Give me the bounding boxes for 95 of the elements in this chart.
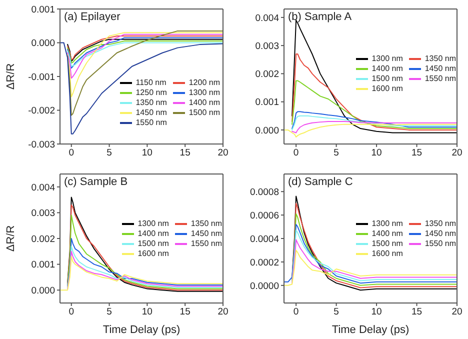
legend-label: 1300 nm (138, 218, 169, 228)
y-tick-label: 0.000 (255, 125, 279, 136)
y-tick-label: 0.001 (31, 259, 55, 270)
x-tick-label: 10 (371, 306, 382, 318)
legend-label: 1350 nm (424, 54, 456, 64)
x-tick-label: 0 (293, 148, 299, 159)
line-series (292, 229, 457, 282)
chart-title: (b) Sample A (288, 11, 352, 23)
y-tick-label: -0.002 (28, 106, 55, 117)
x-tick-label: 5 (106, 306, 112, 318)
x-tick-label: 20 (218, 148, 228, 159)
line-series (67, 34, 223, 79)
legend-label: 1400 nm (188, 98, 220, 108)
y-tick-label: 0.003 (31, 208, 55, 219)
line-series (67, 238, 223, 286)
chart-title: (a) Epilayer (64, 11, 120, 23)
y-tick-label: 0.001 (31, 4, 55, 16)
x-axis-title: Time Delay (ps) (102, 324, 180, 336)
line-series (292, 111, 457, 130)
x-tick-label: 20 (218, 306, 228, 318)
legend-label: 1550 nm (424, 238, 456, 248)
y-tick-label: 0.003 (255, 40, 279, 52)
x-axis-title: Time Delay (ps) (332, 324, 410, 336)
y-axis-title: ΔR/R (4, 63, 17, 90)
legend-label: 1600 nm (372, 84, 403, 94)
legend-label: 1500 nm (372, 74, 403, 84)
y-tick-label: 0.002 (31, 233, 55, 244)
y-tick-label: 0.000 (31, 284, 55, 296)
y-tick-label: 0.0006 (250, 210, 279, 221)
y-tick-label: -0.001 (28, 72, 55, 83)
y-tick-label: 0.002 (255, 69, 279, 80)
legend-label: 1400 nm (372, 228, 403, 238)
x-tick-label: 15 (411, 148, 422, 159)
legend-label: 1150 nm (136, 78, 166, 88)
legend-label: 1550 nm (424, 74, 456, 84)
legend-label: 1550 nm (190, 238, 222, 248)
legend-label: 1450 nm (136, 108, 167, 118)
x-tick-label: 10 (142, 306, 152, 318)
legend-label: 1500 nm (372, 238, 403, 248)
line-series (60, 256, 223, 290)
x-tick-label: 5 (106, 148, 112, 159)
x-tick-label: 15 (411, 306, 422, 318)
y-tick-label: 0.0004 (250, 233, 279, 244)
x-tick-label: 15 (180, 148, 190, 159)
x-tick-label: 5 (334, 148, 339, 159)
legend-label: 1200 nm (188, 78, 220, 88)
line-series (292, 54, 457, 130)
x-tick-label: 20 (452, 306, 462, 318)
y-tick-label: 0.0002 (250, 256, 279, 268)
y-tick-label: 0.0008 (250, 186, 279, 198)
legend-label: 1450 nm (424, 64, 456, 74)
legend-label: 1400 nm (372, 64, 403, 74)
line-series (292, 212, 457, 286)
line-series (284, 124, 457, 138)
x-tick-label: 5 (334, 306, 339, 318)
y-tick-label: 0.0000 (250, 280, 279, 292)
legend-label: 1350 nm (190, 218, 222, 228)
line-series (292, 238, 457, 284)
legend-label: 1500 nm (138, 238, 169, 248)
legend-label: 1550 nm (136, 118, 167, 128)
legend-label: 1300 nm (188, 88, 220, 98)
line-series (284, 249, 457, 286)
line-series (292, 115, 457, 130)
legend-label: 1450 nm (424, 228, 456, 238)
line-series (67, 37, 223, 69)
line-series (67, 30, 223, 116)
x-tick-label: 0 (293, 306, 299, 318)
legend-label: 1450 nm (190, 228, 222, 238)
chart-title: (d) Sample C (288, 176, 353, 188)
legend-label: 1600 nm (372, 248, 403, 258)
x-tick-label: 10 (371, 148, 382, 159)
legend-label: 1300 nm (372, 54, 403, 64)
chart-title: (c) Sample B (64, 176, 128, 188)
line-series (60, 42, 223, 134)
x-tick-label: 20 (452, 148, 462, 159)
legend-label: 1300 nm (372, 218, 403, 228)
y-tick-label: 0.004 (31, 182, 55, 193)
legend-label: 1250 nm (136, 88, 167, 98)
x-tick-label: 10 (142, 148, 152, 159)
legend-label: 1600 nm (138, 248, 169, 258)
x-tick-label: 0 (68, 306, 74, 318)
line-series (292, 80, 457, 130)
x-tick-label: 0 (68, 148, 74, 159)
y-axis-title: ΔR/R (4, 224, 17, 252)
line-series (67, 32, 223, 98)
line-series (292, 121, 457, 134)
legend-label: 1500 nm (188, 108, 220, 118)
legend-label: 1400 nm (138, 228, 169, 238)
y-tick-label: 0.000 (31, 38, 55, 50)
y-tick-label: 0.004 (255, 12, 279, 24)
x-tick-label: 15 (180, 306, 190, 318)
legend-label: 1350 nm (136, 98, 167, 108)
y-tick-label: -0.003 (28, 139, 55, 150)
y-tick-label: 0.001 (255, 97, 279, 108)
legend-label: 1350 nm (424, 218, 456, 228)
